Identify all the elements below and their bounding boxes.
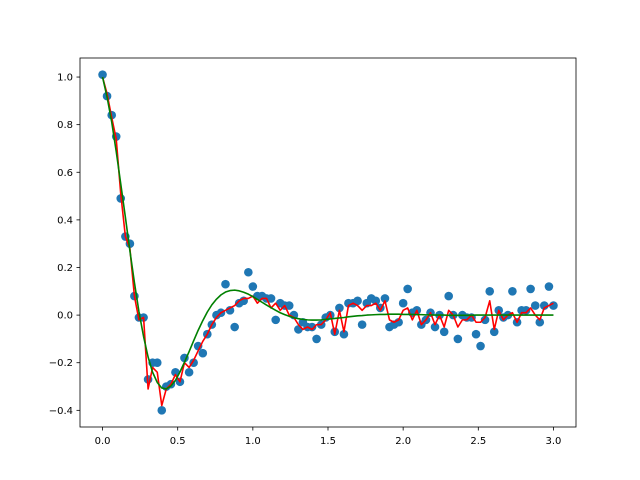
data-point (371, 296, 381, 306)
data-point (430, 322, 440, 332)
data-point (453, 334, 463, 344)
y-tick-label: 1.0 (57, 73, 73, 84)
data-point (549, 301, 558, 310)
data-point (476, 341, 485, 351)
data-point (312, 334, 321, 344)
data-point (157, 406, 167, 415)
data-point (225, 306, 235, 315)
data-point (307, 322, 317, 332)
y-axis: −0.4 −0.2 0.0 0.2 0.4 0.6 0.8 1.0 (49, 73, 80, 417)
green-series-line (101, 76, 554, 390)
axes-frame (79, 57, 577, 428)
data-point (98, 70, 107, 79)
data-point (244, 267, 253, 277)
data-point (439, 327, 449, 337)
data-point (530, 301, 540, 310)
y-tick-label: 0.2 (57, 263, 73, 274)
x-axis: 0.0 0.5 1.0 1.5 2.0 2.5 3.0 (95, 427, 562, 447)
data-point (284, 301, 294, 310)
y-tick-label: −0.4 (49, 406, 73, 417)
y-tick-label: 0.8 (57, 120, 73, 131)
data-point (198, 348, 208, 358)
data-point (508, 287, 517, 296)
x-tick-label: 2.0 (395, 436, 411, 447)
data-point (403, 284, 412, 294)
data-point (294, 325, 303, 334)
y-tick-label: 0.4 (57, 215, 73, 226)
data-point (353, 296, 362, 306)
data-point (230, 322, 239, 332)
data-point (526, 284, 535, 294)
data-point (339, 329, 349, 339)
data-point (248, 282, 258, 291)
data-point (489, 327, 499, 337)
data-point (480, 315, 490, 325)
x-tick-label: 0.5 (170, 436, 186, 447)
data-point (444, 291, 453, 301)
red-series-line (101, 76, 554, 407)
data-point (221, 279, 230, 289)
data-point (398, 298, 408, 308)
y-tick-label: 0.6 (57, 168, 73, 179)
data-point (271, 315, 280, 325)
data-point (485, 287, 495, 296)
x-tick-label: 1.5 (320, 436, 336, 447)
y-tick-label: 0.0 (57, 311, 73, 322)
x-tick-label: 2.5 (470, 436, 486, 447)
data-point (357, 320, 367, 329)
data-point (266, 294, 276, 303)
data-point (544, 282, 554, 291)
x-tick-label: 1.0 (245, 436, 261, 447)
data-point (171, 367, 180, 377)
data-point (380, 294, 390, 303)
data-point (335, 303, 344, 313)
y-tick-label: −0.2 (49, 358, 73, 369)
plot-area (98, 70, 558, 415)
data-point (471, 329, 481, 339)
data-point (535, 317, 545, 327)
x-tick-label: 0.0 (95, 436, 111, 447)
data-point (184, 367, 194, 377)
data-point (152, 358, 162, 368)
x-tick-label: 3.0 (546, 436, 562, 447)
